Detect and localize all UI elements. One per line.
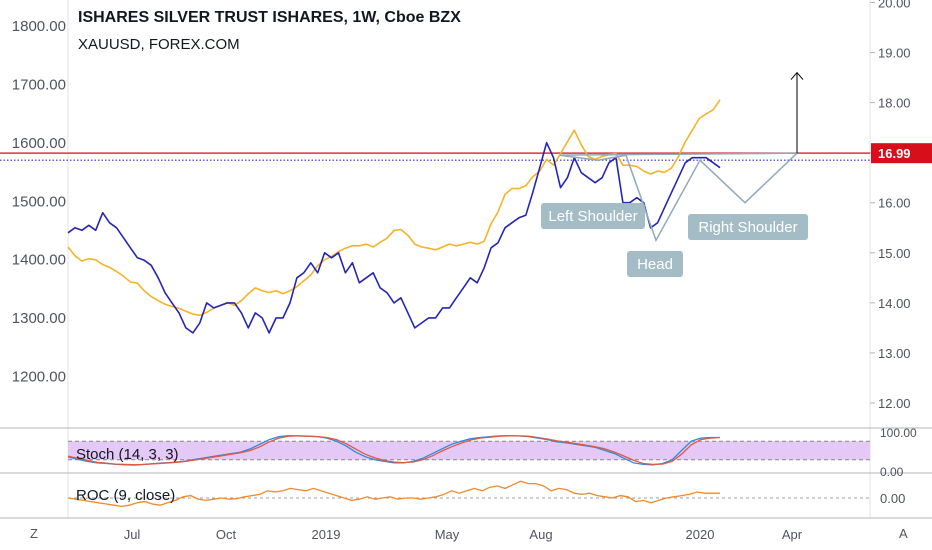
- stoch-tick-100: 100.00: [880, 426, 917, 440]
- label-left-shoulder-box: [541, 203, 645, 229]
- stoch-pane[interactable]: [67, 434, 870, 466]
- auto-scale-left-button[interactable]: Z: [30, 526, 38, 541]
- auto-scale-right-button[interactable]: A: [899, 526, 908, 541]
- head-shoulders-pattern: [559, 152, 798, 243]
- left-axis-tick-2: 1400.00: [12, 252, 66, 269]
- left-axis-tick-5: 1700.00: [12, 76, 66, 93]
- legend-subtitle[interactable]: XAUUSD, FOREX.COM: [78, 36, 240, 53]
- roc-legend[interactable]: ROC (9, close): [76, 487, 176, 504]
- time-axis-tick-3: May: [435, 527, 460, 542]
- roc-line: [67, 480, 720, 508]
- right-axis-tick-0: 12.00: [878, 396, 911, 411]
- time-axis-tick-1: Oct: [216, 527, 237, 542]
- label-left-shoulder: Left Shoulder: [548, 208, 637, 225]
- stoch-tick-0: 0.00: [880, 465, 904, 479]
- right-axis-tick-1: 13.00: [878, 346, 911, 361]
- axes: 1200.00 1300.00 1400.00 1500.00 1600.00 1700.…: [12, 0, 932, 542]
- time-axis-tick-5: 2020: [686, 527, 715, 542]
- right-axis-tick-3: 15.00: [878, 246, 911, 261]
- last-price-badge-bg: [871, 143, 932, 164]
- pattern-overlay[interactable]: Left Shoulder Head Right Shoulder: [541, 71, 808, 277]
- right-axis-tick-7: 19.00: [878, 46, 911, 61]
- left-axis-tick-4: 1600.00: [12, 135, 66, 152]
- last-price-badge: 16.99: [878, 146, 911, 161]
- left-axis-tick-6: 1800.00: [12, 18, 66, 35]
- left-axis-tick-1: 1300.00: [12, 310, 66, 327]
- label-right-shoulder-box: [688, 214, 808, 240]
- right-axis-tick-2: 14.00: [878, 296, 911, 311]
- stoch-legend[interactable]: Stoch (14, 3, 3): [76, 446, 179, 463]
- label-right-shoulder: Right Shoulder: [698, 219, 797, 236]
- roc-pane[interactable]: [67, 480, 870, 508]
- neckline: [559, 152, 798, 156]
- left-axis-tick-3: 1500.00: [12, 193, 66, 210]
- time-axis-tick-4: Aug: [529, 527, 552, 542]
- roc-tick-0: 0.00: [880, 491, 905, 506]
- legend-title[interactable]: ISHARES SILVER TRUST ISHARES, 1W, Cboe B…: [78, 9, 461, 26]
- stoch-band: [68, 441, 870, 460]
- right-axis-tick-8: 20.00: [878, 0, 911, 11]
- right-axis-tick-4: 16.00: [878, 196, 911, 211]
- left-axis-tick-0: 1200.00: [12, 368, 66, 385]
- label-head: Head: [637, 256, 673, 273]
- time-axis-tick-0: Jul: [124, 527, 141, 542]
- time-axis-tick-6: Apr: [782, 527, 803, 542]
- time-axis-tick-2: 2019: [312, 527, 341, 542]
- right-axis-tick-6: 18.00: [878, 96, 911, 111]
- stoch-line-d: [67, 435, 721, 466]
- label-head-box: [627, 251, 683, 277]
- series-line-silver: [67, 141, 721, 334]
- target-arrow-head: [790, 71, 804, 80]
